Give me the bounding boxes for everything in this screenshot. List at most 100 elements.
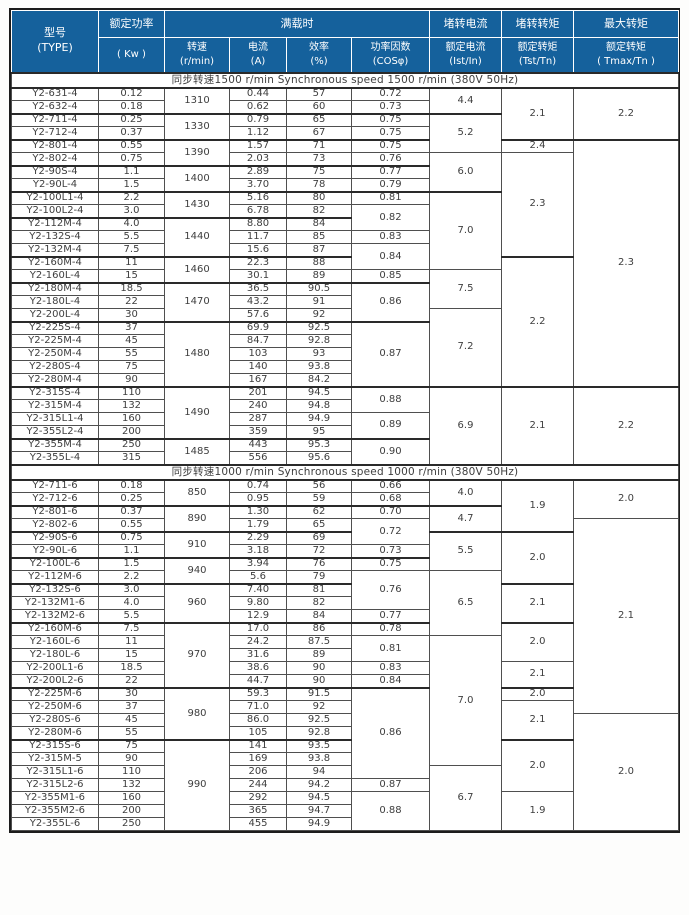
cell-model: Y2-112M-4 <box>11 216 99 231</box>
cell-power-kw: 90 <box>98 752 165 766</box>
cell-current-a: 9.80 <box>229 596 287 610</box>
cell-cos-phi: 0.68 <box>351 492 430 506</box>
table-row: Y2-280M-4 90 167 84.2 <box>11 373 679 387</box>
table-row: Y2-112M-6 2.2 5.6 79 0.76 6.5 <box>11 570 679 636</box>
cell-model: Y2-180L-6 <box>11 648 99 662</box>
cell-ist-in: 6.7 <box>429 765 502 831</box>
cell-current-a: 11.7 <box>229 230 287 244</box>
cell-model: Y2-315L1-6 <box>11 765 99 779</box>
cell-current-a: 24.2 <box>229 635 287 649</box>
cell-power-kw: 11 <box>98 635 165 649</box>
cell-efficiency-pct: 94.2 <box>286 778 352 792</box>
cell-efficiency-pct: 79 <box>286 570 352 584</box>
cell-speed-rpm: 1490 <box>164 385 230 439</box>
header-current: 电流 (A) <box>229 37 287 73</box>
table-row: Y2-90L-6 1.1 3.18 72 0.73 <box>11 544 679 558</box>
cell-current-a: 3.94 <box>229 556 287 571</box>
table-row: Y2-180M-4 18.5 1470 36.5 90.5 0.86 <box>11 281 679 322</box>
table-row: Y2-315M-5 90 169 93.8 <box>11 752 679 766</box>
cell-power-kw: 132 <box>98 399 165 413</box>
cell-efficiency-pct: 87.5 <box>286 635 352 649</box>
cell-tmax-tn: 2.3 <box>573 138 679 387</box>
table-row: Y2-250M-4 55 103 93 <box>11 347 679 361</box>
cell-current-a: 244 <box>229 778 287 792</box>
cell-cos-phi: 0.86 <box>351 686 430 779</box>
table-row: Y2-200L2-6 22 44.7 90 0.84 <box>11 674 679 688</box>
cell-current-a: 443 <box>229 437 287 452</box>
cell-power-kw: 1.5 <box>98 178 165 192</box>
cell-current-a: 0.95 <box>229 492 287 506</box>
cell-model: Y2-90L-4 <box>11 178 99 192</box>
cell-tst-tn: 2.1 <box>501 86 574 140</box>
cell-efficiency-pct: 84 <box>286 609 352 623</box>
cell-current-a: 5.16 <box>229 190 287 205</box>
cell-speed-rpm: 1485 <box>164 437 230 465</box>
header-ist-in: 额定电流 (Ist/In) <box>429 37 502 73</box>
cell-efficiency-pct: 92.8 <box>286 726 352 740</box>
cell-model: Y2-90S-6 <box>11 530 99 545</box>
cell-model: Y2-712-4 <box>11 126 99 140</box>
cell-tst-tn: 2.0 <box>501 621 574 662</box>
cell-tmax-tn: 2.2 <box>573 86 679 140</box>
cell-tst-tn: 1.9 <box>501 791 574 831</box>
cell-current-a: 0.74 <box>229 478 287 493</box>
cell-model: Y2-200L1-6 <box>11 661 99 675</box>
cell-current-a: 1.30 <box>229 504 287 519</box>
cell-model: Y2-180L-4 <box>11 295 99 309</box>
cell-speed-rpm: 960 <box>164 582 230 623</box>
cell-model: Y2-315L2-6 <box>11 778 99 792</box>
cell-power-kw: 30 <box>98 686 165 701</box>
cell-cos-phi: 0.76 <box>351 570 430 610</box>
cell-power-kw: 22 <box>98 295 165 309</box>
cell-model: Y2-711-6 <box>11 478 99 493</box>
cell-model: Y2-180M-4 <box>11 281 99 296</box>
cell-efficiency-pct: 92.8 <box>286 334 352 348</box>
cell-model: Y2-632-4 <box>11 100 99 114</box>
table-row: Y2-802-6 0.55 1.79 65 0.72 2.1 <box>11 518 679 714</box>
cell-model: Y2-801-4 <box>11 138 99 153</box>
cell-ist-in: 4.0 <box>429 478 502 506</box>
cell-efficiency-pct: 95.6 <box>286 451 352 465</box>
cell-current-a: 2.29 <box>229 530 287 545</box>
cell-efficiency-pct: 92.5 <box>286 713 352 727</box>
cell-model: Y2-90L-6 <box>11 544 99 558</box>
cell-efficiency-pct: 65 <box>286 112 352 127</box>
cell-ist-in: 5.2 <box>429 112 502 153</box>
header-kw: ( Kw ) <box>98 37 165 73</box>
cell-ist-in: 4.7 <box>429 504 502 532</box>
cell-current-a: 292 <box>229 791 287 805</box>
cell-current-a: 556 <box>229 451 287 465</box>
table-row: Y2-250M-6 37 71.0 92 2.1 <box>11 700 679 740</box>
cell-ist-in: 6.5 <box>429 570 502 636</box>
cell-efficiency-pct: 82 <box>286 596 352 610</box>
table-row: Y2-355L-6 250 455 94.9 <box>11 817 679 831</box>
cell-model: Y2-315L1-4 <box>11 412 99 426</box>
cell-power-kw: 200 <box>98 804 165 818</box>
cell-cos-phi: 0.85 <box>351 269 430 283</box>
header-type: 型号 (TYPE) <box>11 10 99 73</box>
cell-power-kw: 15 <box>98 269 165 283</box>
cell-tst-tn: 2.1 <box>501 385 574 465</box>
table-row: Y2-315S-6 75 990 141 93.5 2.0 <box>11 738 679 831</box>
cell-efficiency-pct: 92 <box>286 308 352 322</box>
cell-model: Y2-132M-4 <box>11 243 99 257</box>
cell-current-a: 1.79 <box>229 518 287 532</box>
table-row: Y2-100L1-4 2.2 1430 5.16 80 0.81 7.0 <box>11 190 679 270</box>
cell-efficiency-pct: 84 <box>286 216 352 231</box>
cell-model: Y2-225M-4 <box>11 334 99 348</box>
cell-model: Y2-112M-6 <box>11 570 99 584</box>
table-row: Y2-160M-6 7.5 970 17.0 86 0.78 2.0 <box>11 621 679 688</box>
cell-tmax-tn: 2.2 <box>573 385 679 465</box>
cell-model: Y2-315M-5 <box>11 752 99 766</box>
cell-efficiency-pct: 85 <box>286 230 352 244</box>
cell-model: Y2-200L-4 <box>11 308 99 322</box>
cell-cos-phi: 0.70 <box>351 504 430 519</box>
cell-current-a: 365 <box>229 804 287 818</box>
table-row: Y2-712-6 0.25 0.95 59 0.68 <box>11 492 679 506</box>
cell-power-kw: 11 <box>98 255 165 270</box>
cell-efficiency-pct: 91 <box>286 295 352 309</box>
cell-tmax-tn: 2.1 <box>573 518 679 714</box>
cell-model: Y2-160M-4 <box>11 255 99 270</box>
cell-efficiency-pct: 87 <box>286 243 352 257</box>
